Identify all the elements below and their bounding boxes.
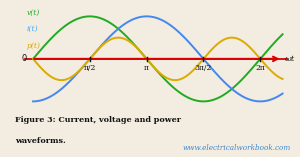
Text: 3π/2: 3π/2	[195, 64, 212, 72]
Text: 2π: 2π	[255, 64, 265, 72]
Text: i(t): i(t)	[27, 25, 38, 33]
Text: 0: 0	[21, 54, 26, 63]
Text: v(t): v(t)	[27, 9, 40, 17]
Text: www.electricalworkbook.com: www.electricalworkbook.com	[183, 144, 291, 152]
Text: π/2: π/2	[84, 64, 96, 72]
Text: Figure 3: Current, voltage and power: Figure 3: Current, voltage and power	[15, 116, 181, 124]
Text: π: π	[144, 64, 149, 72]
Text: ωt: ωt	[284, 55, 295, 63]
Text: waveforms.: waveforms.	[15, 137, 66, 145]
Text: p(t): p(t)	[27, 41, 40, 49]
